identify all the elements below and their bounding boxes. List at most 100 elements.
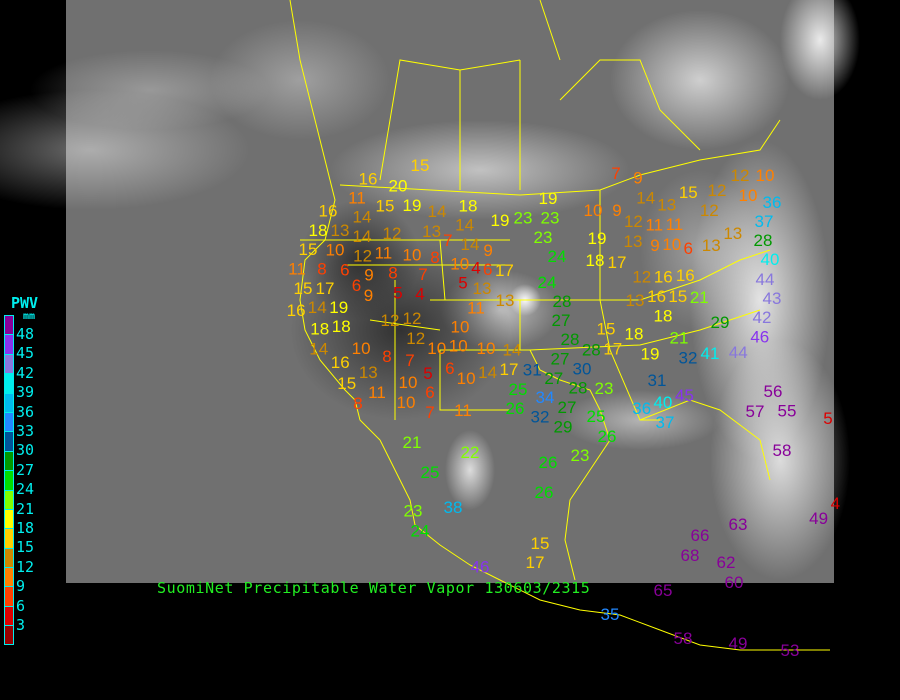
cloud [780,0,860,100]
station-value: 9 [364,265,373,284]
station-value: 26 [598,427,617,446]
station-value: 10 [399,373,418,392]
station-value: 10 [739,186,758,205]
station-value: 29 [554,417,573,436]
station-value: 13 [624,232,643,251]
station-value: 19 [491,211,510,230]
station-value: 60 [725,573,744,592]
station-value: 27 [558,398,577,417]
station-value: 43 [763,289,782,308]
station-value: 11 [645,215,663,234]
station-value: 7 [405,351,414,370]
station-value: 65 [654,581,673,600]
station-value: 10 [352,339,371,358]
station-value: 37 [656,413,675,432]
station-value: 15 [668,287,687,306]
station-value: 23 [595,379,614,398]
station-value: 49 [729,634,748,653]
cloud [210,20,390,140]
boundary-line [339,119,781,196]
station-value: 7 [425,403,434,422]
station-value: 16 [647,287,666,306]
legend-label: 9 [16,577,26,596]
station-value: 16 [287,301,306,320]
station-value: 13 [422,222,441,241]
station-value: 28 [754,231,773,250]
station-value: 17 [603,339,622,358]
legend-swatch [4,489,14,509]
caption-title: SuomiNet Precipitable Water Vapor [157,579,475,597]
station-value: 12 [353,246,372,265]
station-value: 10 [756,166,775,185]
station-value: 18 [654,307,673,326]
station-value: 25 [421,463,440,482]
boundary-line [559,59,701,151]
legend-swatch [4,605,14,626]
boundary-line [639,399,771,481]
station-value: 41 [701,344,720,363]
station-value: 13 [473,279,492,298]
station-value: 14 [461,235,480,254]
station-value: 18 [309,221,328,240]
legend-swatch [4,450,14,471]
station-value: 14 [636,188,655,207]
station-value: 9 [483,241,492,260]
station-value: 5 [393,283,402,302]
station-value: 8 [353,394,362,413]
station-value: 22 [461,443,480,462]
legend-label: 18 [16,519,35,537]
station-value: 27 [552,311,571,330]
station-value: 49 [809,509,828,528]
station-value: 13 [702,236,721,255]
station-value: 18 [459,197,478,216]
station-value: 28 [553,292,572,311]
legend-swatch [4,373,14,393]
station-value: 5 [423,364,432,383]
station-value: 12 [700,201,719,220]
station-value: 18 [586,251,605,270]
station-value: 16 [676,266,695,285]
station-value: 37 [755,212,774,231]
station-value: 62 [717,553,736,572]
station-value: 13 [657,196,676,215]
station-value: 14 [478,363,497,382]
station-value: 14 [353,227,372,246]
station-value: 23 [534,228,553,247]
station-value: 6 [340,260,349,279]
station-value: 12 [383,224,402,243]
station-value: 14 [308,298,327,317]
station-value: 5 [458,274,467,293]
legend-label: 42 [16,363,35,382]
station-value: 10 [427,339,446,358]
station-value: 4 [831,494,840,513]
station-value: 26 [535,483,554,502]
station-value: 20 [389,177,408,196]
station-value: 24 [411,521,430,540]
station-value: 19 [403,196,422,215]
station-value: 23 [571,446,590,465]
cloud [330,120,630,220]
boundary-line [430,299,521,411]
station-value: 11 [666,215,684,234]
station-value: 12 [624,212,643,231]
station-value: 40 [761,250,780,269]
station-value: 44 [756,270,775,289]
boundary-line [510,349,611,581]
cloud-layer [0,0,860,580]
boundary-line [289,0,331,181]
station-value: 18 [332,317,351,336]
station-value: 26 [539,453,558,472]
station-value: 40 [653,393,672,412]
station-value: 56 [764,382,783,401]
station-value: 66 [691,526,710,545]
station-value: 13 [331,221,350,240]
station-value: 13 [626,291,645,310]
station-value: 17 [500,360,519,379]
legend-swatch [4,470,14,490]
legend-swatch [4,431,14,451]
boundary-line [539,0,561,61]
station-value: 19 [641,344,660,363]
station-value: 15 [531,534,550,553]
